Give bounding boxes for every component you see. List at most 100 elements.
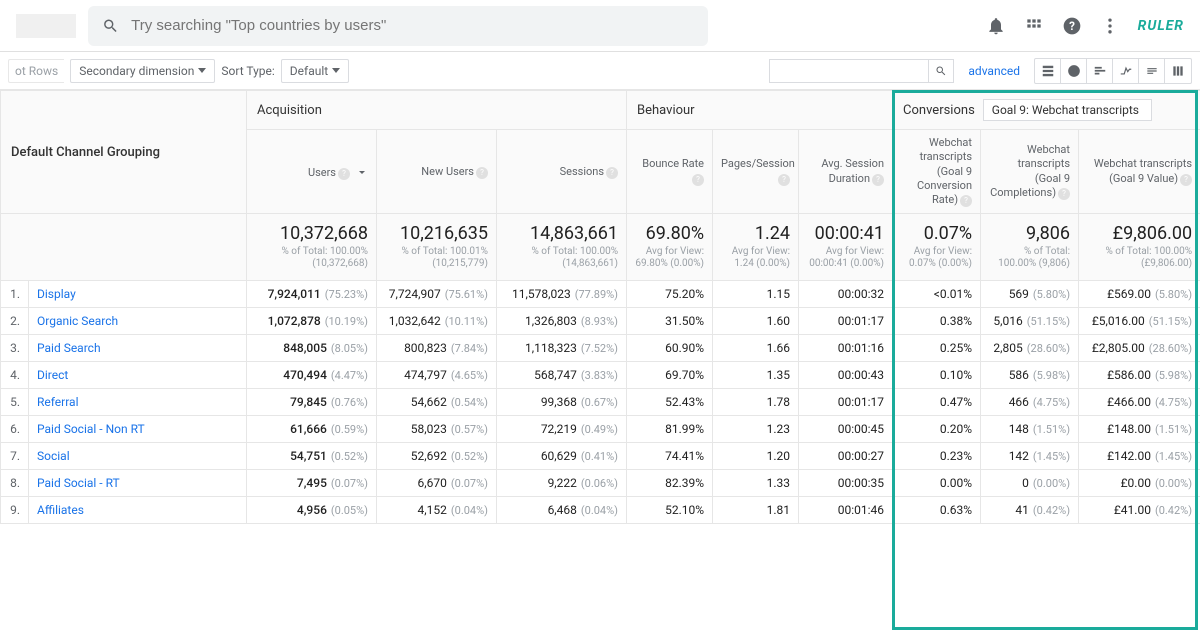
cell-users: 7,495(0.07%) (247, 470, 377, 497)
cell-goal-completions: 5,016(51.15%) (981, 308, 1079, 335)
cell-goal-rate: 0.47% (893, 389, 981, 416)
cell-sessions: 1,326,803(8.93%) (497, 308, 627, 335)
cell-goal-rate: 0.25% (893, 335, 981, 362)
col-bounce[interactable]: Bounce Rate? (627, 130, 713, 214)
cell-goal-completions: 2,805(28.60%) (981, 335, 1079, 362)
cell-new-users: 7,724,907(75.61%) (377, 281, 497, 308)
cell-goal-completions: 466(4.75%) (981, 389, 1079, 416)
col-pages[interactable]: Pages/Session? (713, 130, 799, 214)
table-row: 2.Organic Search1,072,878(10.19%)1,032,6… (1, 308, 1200, 335)
sort-type-label: Sort Type: (221, 64, 274, 78)
help-icon[interactable]: ? (1062, 16, 1082, 36)
logo (16, 14, 76, 38)
total-g1: 0.07%Avg for View: 0.07% (0.00%) (893, 214, 981, 281)
cell-pages: 1.33 (713, 470, 799, 497)
more-icon[interactable] (1100, 16, 1120, 36)
channel-name[interactable]: Direct (29, 362, 247, 389)
table-search-button[interactable] (929, 59, 954, 83)
view-bars-icon[interactable] (1087, 59, 1113, 83)
cell-bounce: 52.10% (627, 497, 713, 524)
cell-duration: 00:01:46 (799, 497, 893, 524)
channel-name[interactable]: Organic Search (29, 308, 247, 335)
cell-pages: 1.35 (713, 362, 799, 389)
table-row: 8.Paid Social - RT7,495(0.07%)6,670(0.07… (1, 470, 1200, 497)
bell-icon[interactable] (986, 16, 1006, 36)
total-users: 10,372,668% of Total: 100.00% (10,372,66… (247, 214, 377, 281)
cell-new-users: 54,662(0.54%) (377, 389, 497, 416)
cell-duration: 00:00:32 (799, 281, 893, 308)
table-search-input[interactable] (769, 59, 929, 83)
col-sessions[interactable]: Sessions? (497, 130, 627, 214)
cell-new-users: 800,823(7.84%) (377, 335, 497, 362)
total-pages: 1.24Avg for View: 1.24 (0.00%) (713, 214, 799, 281)
table-search (769, 59, 954, 83)
col-goal-completions[interactable]: Webchat transcripts (Goal 9 Completions)… (981, 130, 1079, 214)
col-default-channel-grouping[interactable]: Default Channel Grouping (1, 91, 247, 214)
cell-sessions: 1,118,323(7.52%) (497, 335, 627, 362)
row-number: 4. (1, 362, 29, 389)
cell-goal-completions: 148(1.51%) (981, 416, 1079, 443)
cell-bounce: 74.41% (627, 443, 713, 470)
cell-goal-value: £2,805.00(28.60%) (1079, 335, 1200, 362)
channel-name[interactable]: Paid Search (29, 335, 247, 362)
cell-pages: 1.78 (713, 389, 799, 416)
secondary-dimension-label: Secondary dimension (79, 64, 194, 78)
row-number: 6. (1, 416, 29, 443)
plot-rows-label: ot Rows (8, 59, 64, 83)
view-pivot-icon[interactable] (1165, 59, 1191, 83)
col-new-users[interactable]: New Users? (377, 130, 497, 214)
help-icon: ? (872, 174, 884, 186)
total-g2: 9,806% of Total: 100.00% (9,806) (981, 214, 1079, 281)
table-row: 9.Affiliates4,956(0.05%)4,152(0.04%)6,46… (1, 497, 1200, 524)
channel-name[interactable]: Paid Social - Non RT (29, 416, 247, 443)
cell-pages: 1.20 (713, 443, 799, 470)
search-input[interactable] (131, 17, 694, 34)
col-duration[interactable]: Avg. Session Duration? (799, 130, 893, 214)
cell-goal-completions: 569(5.80%) (981, 281, 1079, 308)
advanced-link[interactable]: advanced (968, 64, 1020, 78)
channel-name[interactable]: Referral (29, 389, 247, 416)
channel-name[interactable]: Paid Social - RT (29, 470, 247, 497)
row-number: 5. (1, 389, 29, 416)
cell-goal-completions: 142(1.45%) (981, 443, 1079, 470)
sort-default-dropdown[interactable]: Default (281, 59, 349, 83)
apps-icon[interactable] (1024, 16, 1044, 36)
table-row: 4.Direct470,494(4.47%)474,797(4.65%)568,… (1, 362, 1200, 389)
search-icon (102, 17, 119, 35)
cell-goal-rate: 0.38% (893, 308, 981, 335)
total-avgDur: 00:00:41Avg for View: 00:00:41 (0.00%) (799, 214, 893, 281)
channel-name[interactable]: Affiliates (29, 497, 247, 524)
cell-goal-value: £586.00(5.98%) (1079, 362, 1200, 389)
cell-bounce: 31.50% (627, 308, 713, 335)
cell-goal-rate: 0.63% (893, 497, 981, 524)
channel-name[interactable]: Social (29, 443, 247, 470)
table-row: 1.Display7,924,011(75.23%)7,724,907(75.6… (1, 281, 1200, 308)
cell-sessions: 72,219(0.49%) (497, 416, 627, 443)
secondary-dimension-dropdown[interactable]: Secondary dimension (70, 59, 215, 83)
total-g3: £9,806.00% of Total: 100.00% (£9,806.00) (1079, 214, 1200, 281)
cell-users: 1,072,878(10.19%) (247, 308, 377, 335)
col-goal-rate[interactable]: Webchat transcripts (Goal 9 Conversion R… (893, 130, 981, 214)
cell-pages: 1.60 (713, 308, 799, 335)
goal-selector[interactable]: Goal 9: Webchat transcripts (983, 99, 1152, 121)
search-icon (935, 65, 947, 77)
view-cloud-icon[interactable] (1139, 59, 1165, 83)
col-users[interactable]: Users? (247, 130, 377, 214)
view-pie-icon[interactable] (1061, 59, 1087, 83)
channel-name[interactable]: Display (29, 281, 247, 308)
cell-new-users: 52,692(0.52%) (377, 443, 497, 470)
view-compare-icon[interactable] (1113, 59, 1139, 83)
view-table-icon[interactable] (1035, 59, 1061, 83)
cell-users: 79,845(0.76%) (247, 389, 377, 416)
cell-goal-completions: 0(0.00%) (981, 470, 1079, 497)
goal-label: Goal 9: Webchat transcripts (992, 103, 1139, 117)
total-sessions: 14,863,661% of Total: 100.00% (14,863,66… (497, 214, 627, 281)
row-number: 7. (1, 443, 29, 470)
top-icons: ? RULER (986, 16, 1184, 36)
cell-users: 7,924,011(75.23%) (247, 281, 377, 308)
col-goal-value[interactable]: Webchat transcripts (Goal 9 Value)? (1079, 130, 1200, 214)
cell-new-users: 58,023(0.57%) (377, 416, 497, 443)
search-box[interactable] (88, 6, 708, 46)
table-row: 5.Referral79,845(0.76%)54,662(0.54%)99,3… (1, 389, 1200, 416)
cell-goal-value: £142.00(1.45%) (1079, 443, 1200, 470)
